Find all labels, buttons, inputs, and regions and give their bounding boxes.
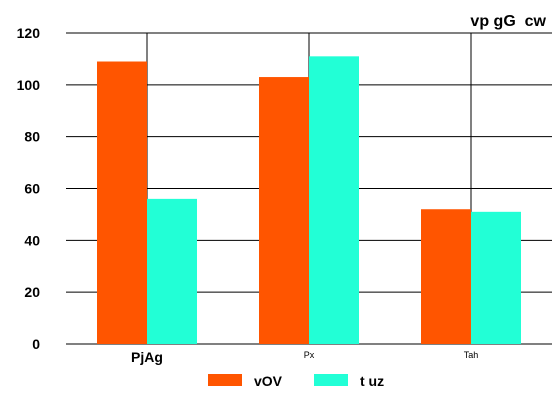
y-tick-label: 60 <box>24 181 40 197</box>
chart-title: vp gG cw <box>470 13 546 30</box>
y-tick-labels: 0 20 40 60 80 100 120 <box>17 25 41 352</box>
y-tick-label: 20 <box>24 284 40 300</box>
x-tick-label: Px <box>304 350 315 360</box>
y-tick-label: 0 <box>32 336 40 352</box>
bar-2-1 <box>147 198 197 344</box>
bar-2-3 <box>471 211 521 344</box>
bar-1-3 <box>421 209 471 344</box>
y-tick-label: 100 <box>17 77 41 93</box>
legend: vOV t uz <box>208 373 384 389</box>
bars <box>97 56 521 345</box>
bar-1-2 <box>259 77 309 344</box>
legend-swatch-2 <box>314 374 348 386</box>
x-tick-labels: PjAg Px Tah <box>131 349 478 365</box>
bar-1-1 <box>97 61 147 345</box>
y-tick-label: 40 <box>24 232 40 248</box>
x-tick-label: PjAg <box>131 349 163 365</box>
legend-swatch-1 <box>208 374 242 386</box>
bar-2-2 <box>309 56 359 344</box>
x-tick-label: Tah <box>464 350 479 360</box>
legend-label-1: vOV <box>254 373 283 389</box>
y-tick-label: 80 <box>24 129 40 145</box>
y-tick-label: 120 <box>17 25 41 41</box>
legend-label-2: t uz <box>360 373 384 389</box>
